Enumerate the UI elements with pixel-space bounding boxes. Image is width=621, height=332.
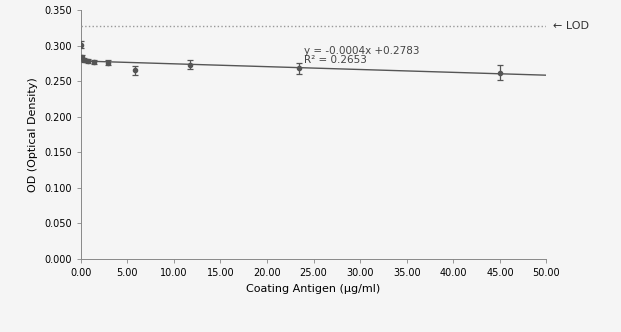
Text: R² = 0.2653: R² = 0.2653 xyxy=(304,55,367,65)
Y-axis label: OD (Optical Density): OD (Optical Density) xyxy=(29,77,39,192)
X-axis label: Coating Antigen (μg/ml): Coating Antigen (μg/ml) xyxy=(247,284,381,293)
Text: y = -0.0004x +0.2783: y = -0.0004x +0.2783 xyxy=(304,45,420,55)
Text: ← LOD: ← LOD xyxy=(553,21,589,31)
